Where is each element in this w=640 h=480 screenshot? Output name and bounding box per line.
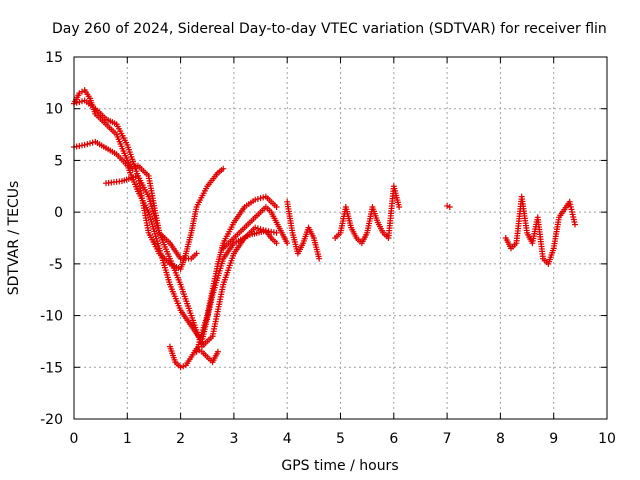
x-tick-label: 0 — [70, 431, 79, 447]
series-track-i — [332, 183, 403, 247]
y-tick-label: 5 — [54, 153, 63, 169]
data-point — [252, 196, 259, 203]
data-point — [180, 363, 187, 370]
data-point — [254, 225, 261, 232]
x-tick-label: 4 — [283, 431, 292, 447]
data-point — [396, 203, 403, 210]
x-tick-label: 9 — [549, 431, 558, 447]
series-track-h — [284, 198, 323, 262]
data-point — [284, 240, 291, 247]
y-tick-label: -5 — [49, 257, 63, 273]
y-tick-label: -15 — [40, 360, 63, 376]
data-point — [273, 203, 280, 210]
data-point — [81, 141, 88, 148]
x-tick-label: 2 — [176, 431, 185, 447]
y-tick-label: -10 — [40, 309, 63, 325]
data-point — [84, 141, 91, 148]
chart-title: Day 260 of 2024, Sidereal Day-to-day VTE… — [52, 21, 607, 37]
x-tick-label: 5 — [336, 431, 345, 447]
data-point — [273, 229, 280, 236]
data-point — [193, 250, 200, 257]
y-axis-label: SDTVAR / TECUs — [6, 181, 22, 296]
data-point — [252, 224, 259, 231]
series-track-a — [71, 97, 227, 273]
data-point — [446, 203, 453, 210]
y-tick-label: 10 — [45, 102, 63, 118]
data-point — [273, 240, 280, 247]
series-track-g — [220, 203, 291, 252]
x-tick-label: 1 — [123, 431, 132, 447]
x-axis-label: GPS time / hours — [281, 458, 398, 474]
series-track-j — [444, 202, 453, 210]
data-point — [78, 98, 85, 105]
data-point — [257, 226, 264, 233]
x-tick-label: 10 — [598, 431, 616, 447]
data-point — [86, 140, 93, 147]
plot-frame — [73, 56, 608, 420]
series-track-c — [71, 138, 280, 345]
series-track-f — [193, 193, 280, 355]
data-point — [177, 364, 184, 371]
data-point — [260, 194, 267, 201]
y-tick-label: -20 — [40, 412, 63, 428]
data-point — [220, 165, 227, 172]
x-tick-label: 7 — [443, 431, 452, 447]
series-track-e — [166, 343, 221, 371]
x-tick-label: 3 — [229, 431, 238, 447]
axis-ticks: 0 1 2 3 4 5 6 7 8 9 10 15 10 5 0 -5 -10 -15 -20 — [40, 50, 616, 447]
x-tick-label: 8 — [496, 431, 505, 447]
y-tick-label: 15 — [45, 50, 63, 66]
data-point — [257, 195, 264, 202]
data-point — [316, 255, 323, 262]
grid — [74, 57, 607, 419]
data-point — [444, 202, 451, 209]
data-point — [214, 348, 221, 355]
data-point — [260, 226, 267, 233]
series-track-d — [102, 172, 280, 350]
y-tick-label: 0 — [54, 205, 63, 221]
data-points — [71, 87, 579, 371]
x-tick-label: 6 — [389, 431, 398, 447]
data-point — [254, 195, 261, 202]
data-point — [572, 221, 579, 228]
series-track-k — [502, 193, 579, 267]
